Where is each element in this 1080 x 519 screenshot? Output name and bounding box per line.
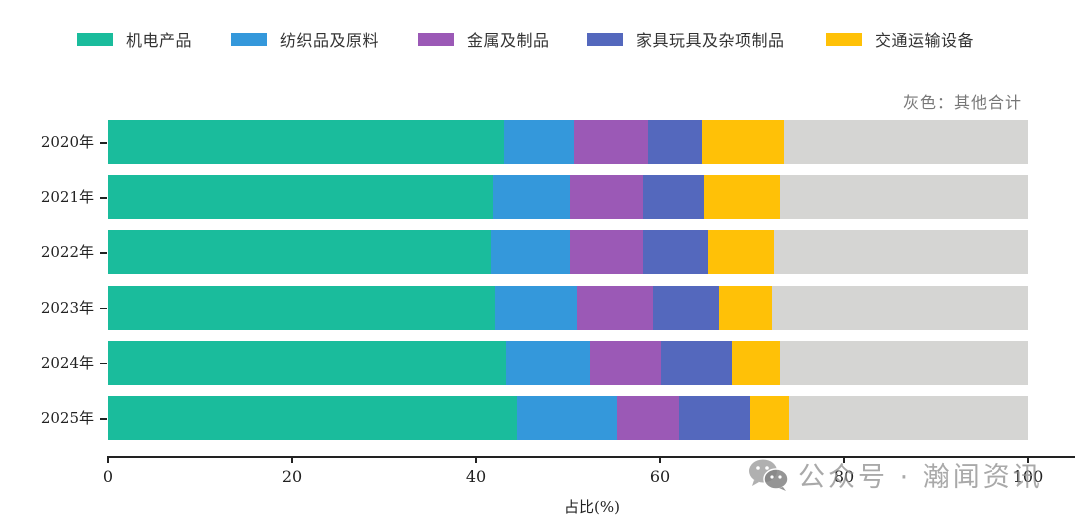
bar-segment [648, 120, 703, 164]
bar-segment [569, 175, 644, 220]
bar-segment [779, 175, 1028, 220]
legend-swatch [77, 32, 113, 46]
bar-segment [506, 340, 591, 385]
bar-segment [108, 230, 491, 275]
x-tick [475, 456, 477, 463]
x-tick-label: 60 [649, 467, 671, 486]
x-tick-label: 20 [281, 467, 303, 486]
bar-segment [704, 175, 780, 220]
bar-segment [643, 175, 705, 220]
legend-item-textiles: 纺织品及原料 [231, 28, 379, 50]
x-tick [843, 456, 845, 463]
x-tick-label: 80 [833, 467, 855, 486]
bar-segment [719, 285, 772, 330]
gray-note-annotation: 灰色：其他合计 [902, 93, 1022, 112]
bar-segment [660, 340, 732, 385]
bar-segment [779, 340, 1028, 385]
bar-segment [702, 120, 785, 164]
x-tick [1027, 456, 1029, 463]
y-tick-label: 2020年 [40, 133, 94, 151]
bar-segment [490, 230, 570, 275]
legend-item-electromechanical: 机电产品 [77, 28, 192, 50]
bar-segment [731, 340, 780, 385]
bar-row [108, 230, 1028, 275]
legend-item-transport: 交通运输设备 [826, 28, 974, 50]
y-tick [100, 197, 107, 199]
bar-row [108, 120, 1028, 164]
bar-segment [784, 120, 1028, 164]
bar-segment [590, 340, 661, 385]
y-tick-label: 2021年 [40, 188, 94, 207]
legend-label: 机电产品 [126, 31, 193, 50]
bar-segment [569, 230, 643, 275]
x-tick-label: 0 [102, 467, 114, 486]
y-tick [100, 362, 107, 365]
bar-segment [494, 285, 577, 330]
bar-row [108, 340, 1028, 385]
y-tick [100, 142, 107, 144]
y-tick-label: 2022年 [40, 243, 94, 262]
legend-item-furniture-toys: 家具玩具及杂项制品 [587, 28, 785, 50]
bar-segment [492, 175, 570, 220]
bar-segment [771, 285, 1028, 330]
y-tick-label: 2024年 [40, 353, 94, 372]
bar-segment [517, 396, 617, 440]
x-axis-line [108, 456, 1075, 458]
bar-segment [788, 396, 1028, 440]
bar-segment [108, 340, 507, 385]
legend-swatch [587, 32, 623, 46]
legend-swatch [418, 32, 454, 46]
x-tick-label: 100 [1012, 467, 1044, 486]
bar-segment [108, 175, 493, 220]
bar-segment [774, 230, 1028, 275]
bar-segment [108, 285, 495, 330]
y-tick-label: 2023年 [40, 298, 94, 317]
bar-segment [576, 285, 654, 330]
legend-label: 纺织品及原料 [280, 31, 380, 50]
bar-segment [503, 120, 575, 164]
y-tick-label: 2025年 [40, 409, 94, 427]
bar-segment [574, 120, 649, 164]
bar-row [108, 175, 1028, 220]
y-tick [100, 418, 107, 420]
legend-swatch [231, 32, 267, 46]
bar-segment [653, 285, 720, 330]
x-tick [291, 456, 293, 463]
bar-segment [679, 396, 751, 440]
legend-label: 交通运输设备 [875, 31, 975, 50]
bar-segment [642, 230, 708, 275]
x-tick-label: 40 [465, 467, 487, 486]
bar-row [108, 285, 1028, 330]
legend-swatch [826, 32, 862, 46]
legend-label: 金属及制品 [467, 31, 550, 50]
bar-row [108, 396, 1028, 440]
watermark: 公众号 · 瀚闻资讯 [748, 455, 1043, 494]
x-tick [659, 456, 661, 463]
bar-segment [750, 396, 789, 440]
bar-segment [108, 120, 504, 164]
bar-segment [707, 230, 775, 275]
wechat-icon [748, 458, 790, 492]
x-axis-label: 占比(%) [564, 498, 620, 516]
legend-item-metals: 金属及制品 [418, 28, 550, 50]
bar-segment [108, 396, 518, 440]
legend-label: 家具玩具及杂项制品 [636, 31, 785, 50]
bar-segment [616, 396, 680, 440]
y-tick [100, 252, 107, 254]
y-tick [100, 307, 107, 310]
chart-legend: 机电产品 纺织品及原料 金属及制品 家具玩具及杂项制品 交通运输设备 [0, 28, 1080, 50]
plot-area [108, 114, 1028, 446]
x-tick [107, 456, 109, 463]
